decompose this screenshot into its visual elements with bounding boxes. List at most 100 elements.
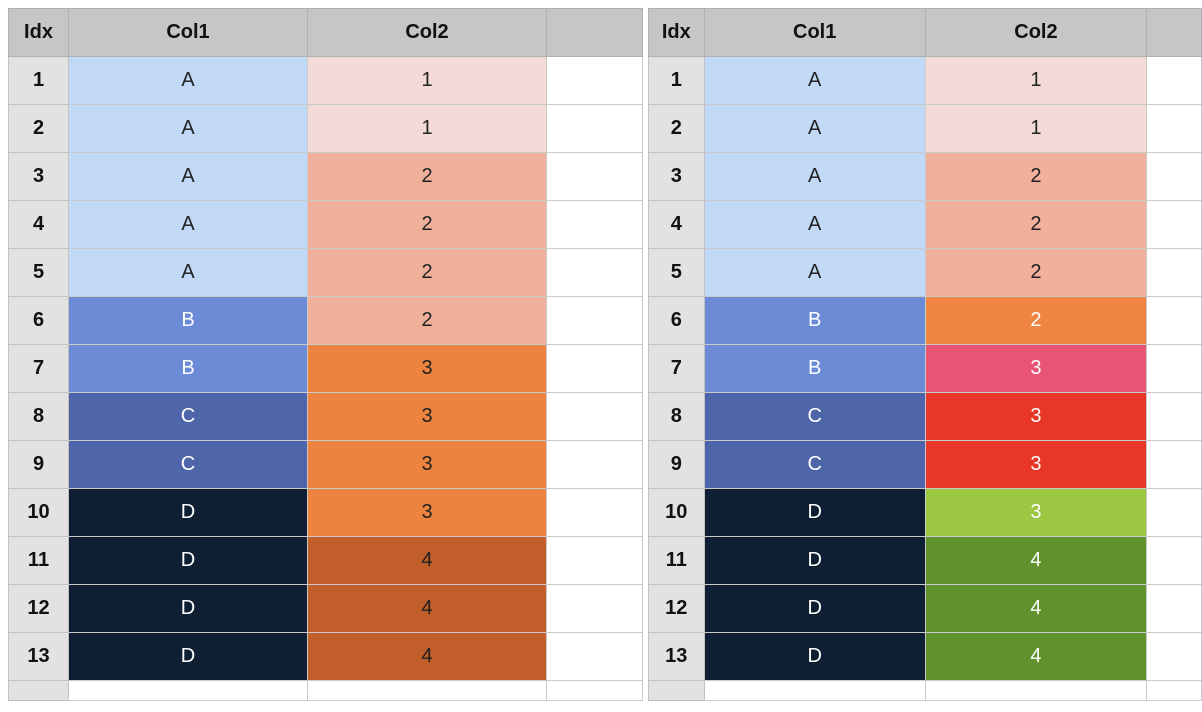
cell-empty[interactable] (703, 680, 926, 701)
cell-empty[interactable] (546, 392, 643, 441)
cell-col1[interactable]: B (68, 296, 308, 345)
cell-col2[interactable]: 1 (307, 104, 547, 153)
cell-col1[interactable]: A (68, 200, 308, 249)
header-empty[interactable] (546, 8, 643, 57)
row-index[interactable]: 2 (648, 104, 705, 153)
cell-empty[interactable] (546, 440, 643, 489)
cell-col1[interactable]: C (68, 440, 308, 489)
row-index[interactable]: 13 (648, 632, 705, 681)
cell-col2[interactable]: 1 (924, 56, 1148, 105)
cell-empty[interactable] (1146, 584, 1202, 633)
cell-col1[interactable]: B (703, 344, 926, 393)
cell-col2[interactable]: 2 (924, 296, 1148, 345)
row-index[interactable]: 13 (8, 632, 69, 681)
cell-empty[interactable] (1146, 536, 1202, 585)
cell-col1[interactable]: A (703, 104, 926, 153)
cell-col1[interactable]: A (68, 104, 308, 153)
cell-empty[interactable] (924, 680, 1148, 701)
cell-empty[interactable] (546, 296, 643, 345)
cell-col2[interactable]: 2 (307, 152, 547, 201)
cell-empty[interactable] (546, 200, 643, 249)
row-index[interactable]: 9 (648, 440, 705, 489)
row-index[interactable]: 2 (8, 104, 69, 153)
header-col2[interactable]: Col2 (307, 8, 547, 57)
header-col1[interactable]: Col1 (703, 8, 926, 57)
cell-col2[interactable]: 3 (924, 344, 1148, 393)
row-index[interactable] (648, 680, 705, 701)
header-col2[interactable]: Col2 (924, 8, 1148, 57)
header-idx[interactable]: Idx (648, 8, 705, 57)
row-index[interactable]: 8 (8, 392, 69, 441)
cell-col2[interactable]: 2 (924, 248, 1148, 297)
cell-col1[interactable]: B (703, 296, 926, 345)
cell-col1[interactable]: D (703, 536, 926, 585)
cell-empty[interactable] (1146, 152, 1202, 201)
cell-empty[interactable] (1146, 344, 1202, 393)
cell-col2[interactable]: 3 (307, 344, 547, 393)
cell-empty[interactable] (546, 344, 643, 393)
cell-col1[interactable]: A (703, 248, 926, 297)
row-index[interactable]: 6 (648, 296, 705, 345)
cell-col2[interactable]: 4 (307, 536, 547, 585)
cell-col1[interactable]: C (68, 392, 308, 441)
row-index[interactable]: 10 (648, 488, 705, 537)
row-index[interactable]: 12 (648, 584, 705, 633)
cell-col1[interactable]: A (703, 200, 926, 249)
cell-empty[interactable] (546, 56, 643, 105)
cell-col2[interactable]: 4 (307, 632, 547, 681)
row-index[interactable]: 6 (8, 296, 69, 345)
cell-col1[interactable]: D (68, 632, 308, 681)
cell-empty[interactable] (546, 536, 643, 585)
cell-col2[interactable]: 4 (924, 632, 1148, 681)
row-index[interactable]: 7 (648, 344, 705, 393)
cell-col2[interactable]: 4 (924, 584, 1148, 633)
cell-col2[interactable]: 4 (924, 536, 1148, 585)
cell-col2[interactable]: 3 (924, 440, 1148, 489)
row-index[interactable]: 8 (648, 392, 705, 441)
row-index[interactable]: 9 (8, 440, 69, 489)
row-index[interactable]: 3 (8, 152, 69, 201)
cell-col1[interactable]: C (703, 440, 926, 489)
cell-col1[interactable]: B (68, 344, 308, 393)
cell-col2[interactable]: 1 (924, 104, 1148, 153)
header-idx[interactable]: Idx (8, 8, 69, 57)
cell-col2[interactable]: 3 (924, 488, 1148, 537)
row-index[interactable]: 3 (648, 152, 705, 201)
cell-col1[interactable]: D (703, 584, 926, 633)
cell-col1[interactable]: D (68, 488, 308, 537)
row-index[interactable]: 5 (648, 248, 705, 297)
cell-empty[interactable] (1146, 200, 1202, 249)
cell-empty[interactable] (1146, 440, 1202, 489)
cell-empty[interactable] (307, 680, 547, 701)
cell-col1[interactable]: D (703, 632, 926, 681)
cell-empty[interactable] (1146, 296, 1202, 345)
cell-col1[interactable]: D (68, 584, 308, 633)
cell-col1[interactable]: A (68, 56, 308, 105)
cell-empty[interactable] (546, 488, 643, 537)
header-empty[interactable] (1146, 8, 1202, 57)
cell-empty[interactable] (546, 248, 643, 297)
cell-col1[interactable]: A (703, 152, 926, 201)
row-index[interactable]: 4 (648, 200, 705, 249)
row-index[interactable]: 4 (8, 200, 69, 249)
cell-col2[interactable]: 3 (307, 392, 547, 441)
cell-empty[interactable] (1146, 104, 1202, 153)
row-index[interactable]: 1 (648, 56, 705, 105)
cell-empty[interactable] (1146, 56, 1202, 105)
row-index[interactable]: 11 (8, 536, 69, 585)
row-index[interactable]: 11 (648, 536, 705, 585)
cell-col2[interactable]: 1 (307, 56, 547, 105)
cell-col1[interactable]: C (703, 392, 926, 441)
row-index[interactable] (8, 680, 69, 701)
row-index[interactable]: 10 (8, 488, 69, 537)
cell-col2[interactable]: 2 (307, 200, 547, 249)
cell-empty[interactable] (1146, 488, 1202, 537)
cell-empty[interactable] (1146, 248, 1202, 297)
cell-col2[interactable]: 4 (307, 584, 547, 633)
cell-empty[interactable] (1146, 392, 1202, 441)
cell-col2[interactable]: 3 (924, 392, 1148, 441)
cell-empty[interactable] (1146, 680, 1202, 701)
row-index[interactable]: 7 (8, 344, 69, 393)
cell-col1[interactable]: A (68, 248, 308, 297)
row-index[interactable]: 12 (8, 584, 69, 633)
